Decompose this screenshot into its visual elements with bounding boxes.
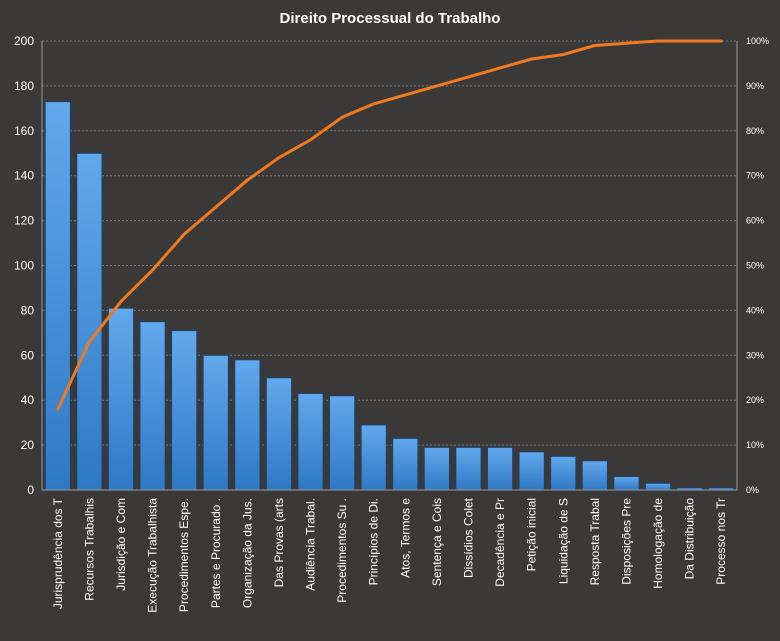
y2-tick-label: 20% bbox=[746, 395, 764, 405]
x-tick-label: Atos, Termos e bbox=[398, 498, 412, 578]
y2-tick-label: 80% bbox=[746, 126, 764, 136]
bar-layer bbox=[44, 101, 735, 491]
bar bbox=[360, 424, 387, 491]
y2-tick-label: 50% bbox=[746, 261, 764, 271]
y-tick-label: 80 bbox=[21, 303, 35, 317]
x-tick-label: Disposições Pre bbox=[619, 498, 633, 585]
x-tick-label: Dissídios Colet bbox=[461, 497, 475, 578]
bar bbox=[107, 307, 135, 491]
y-tick-label: 140 bbox=[14, 169, 34, 183]
x-tick-label: Execução Trabalhista bbox=[146, 498, 160, 613]
x-tick-label: Resposta Trabal bbox=[588, 498, 602, 585]
x-tick-label: Procedimentos Espe. bbox=[177, 498, 191, 612]
chart-title: Direito Processual do Trabalho bbox=[280, 10, 501, 27]
x-tick-label: Recursos Trabalhis bbox=[82, 498, 96, 601]
x-tick-label: Das Provas (arts bbox=[272, 498, 286, 587]
bar bbox=[265, 377, 293, 491]
bar bbox=[518, 451, 545, 491]
y-tick-label: 120 bbox=[14, 214, 34, 228]
x-tick-label: Sentença e Cois bbox=[430, 498, 444, 586]
y2-tick-label: 100% bbox=[746, 36, 769, 46]
bar bbox=[139, 321, 166, 491]
cumulative-percent-line bbox=[56, 39, 723, 411]
y-tick-label: 20 bbox=[21, 438, 35, 452]
y2-tick-label: 10% bbox=[746, 440, 764, 450]
y-tick-label: 40 bbox=[21, 393, 35, 407]
x-tick-label: Audiência Trabal. bbox=[304, 498, 318, 591]
bar bbox=[297, 392, 324, 491]
bar bbox=[644, 482, 672, 491]
bar bbox=[550, 455, 577, 491]
bar bbox=[76, 152, 103, 491]
bar bbox=[392, 437, 419, 491]
axis-layer: 0 20 40 60 80 100 120 140 160 180 200 0% 10% 20% 30% 40… bbox=[14, 34, 769, 613]
bar bbox=[171, 330, 198, 491]
x-tick-label: Jurisprudência dos T bbox=[51, 497, 65, 609]
bar bbox=[613, 476, 640, 491]
bar bbox=[581, 460, 608, 491]
x-tick-label: Processo nos Tr bbox=[714, 498, 728, 585]
x-tick-label: Organização da Jus. bbox=[240, 498, 254, 608]
x-tick-label: Jurisdição e Com bbox=[114, 498, 128, 591]
y-tick-label: 160 bbox=[14, 124, 34, 138]
y2-tick-label: 70% bbox=[746, 171, 764, 181]
bar bbox=[328, 395, 356, 491]
x-tick-label: Decadência e Pr bbox=[493, 498, 507, 587]
y-tick-label: 100 bbox=[14, 259, 34, 273]
y-tick-label: 60 bbox=[21, 348, 35, 362]
x-tick-label: Liquidação de S bbox=[556, 498, 570, 584]
y2-tick-label: 30% bbox=[746, 350, 764, 360]
x-tick-label: Da Distribuição bbox=[683, 498, 697, 580]
cumulative-line-layer bbox=[56, 39, 723, 411]
bar bbox=[423, 446, 451, 491]
bar bbox=[234, 359, 261, 491]
x-tick-label: Princípios de Di. bbox=[367, 498, 381, 585]
y2-tick-label: 40% bbox=[746, 305, 764, 315]
y2-tick-label: 60% bbox=[746, 216, 764, 226]
x-tick-label: Petição inicial bbox=[525, 498, 539, 571]
y-tick-label: 200 bbox=[14, 34, 34, 48]
y-tick-label: 180 bbox=[14, 79, 34, 93]
y2-tick-label: 90% bbox=[746, 81, 764, 91]
y2-tick-label: 0% bbox=[746, 485, 759, 495]
x-tick-label: Procedimentos Su . bbox=[335, 498, 349, 603]
y-tick-label: 0 bbox=[27, 483, 34, 497]
bar bbox=[486, 446, 514, 491]
x-tick-label: Partes e Procurado . bbox=[209, 498, 223, 608]
bar bbox=[455, 446, 482, 491]
x-tick-label: Homologação de bbox=[651, 498, 665, 589]
bar bbox=[202, 354, 229, 491]
bar bbox=[44, 101, 71, 491]
